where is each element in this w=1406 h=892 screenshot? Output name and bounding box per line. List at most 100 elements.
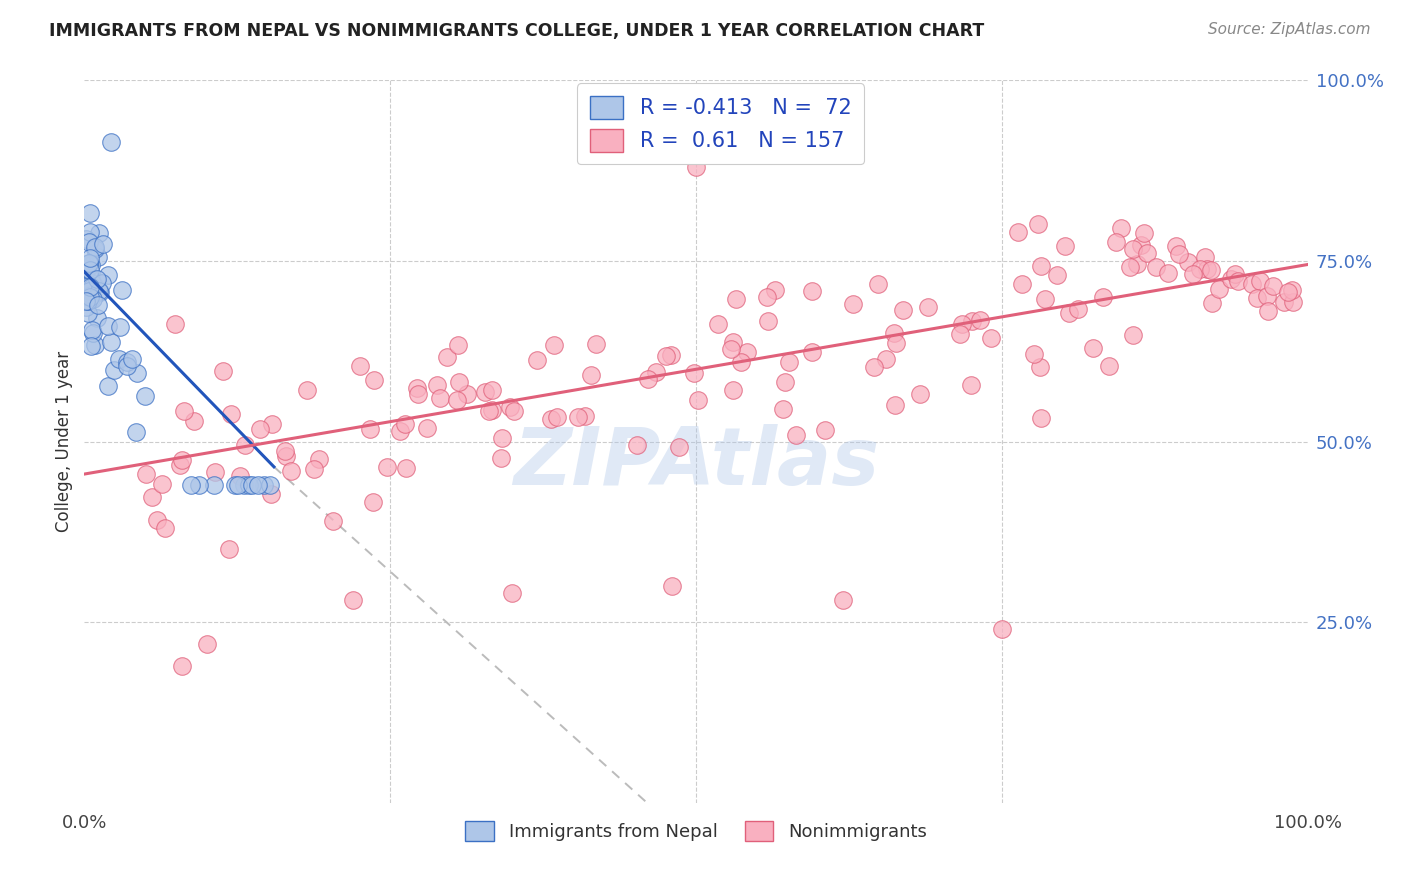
Point: [1144, 260, 1167, 275]
Point: [389, 424, 412, 438]
Point: [814, 423, 837, 437]
Point: [219, 408, 242, 422]
Point: [141, 490, 163, 504]
Point: [841, 297, 863, 311]
Point: [80, 280, 103, 294]
Point: [240, 478, 263, 492]
Point: [218, 541, 240, 556]
Point: [108, 319, 131, 334]
Point: [1029, 260, 1052, 274]
Point: [77, 284, 100, 298]
Point: [1053, 239, 1076, 253]
Text: ZIPAtlas: ZIPAtlas: [513, 425, 879, 502]
Point: [960, 314, 983, 328]
Point: [567, 410, 589, 425]
Point: [1257, 304, 1279, 318]
Point: [884, 336, 907, 351]
Point: [82, 323, 104, 337]
Point: [97, 268, 120, 283]
Point: [1007, 226, 1029, 240]
Point: [991, 623, 1014, 637]
Point: [79, 252, 101, 266]
Point: [491, 431, 513, 445]
Point: [1133, 226, 1156, 240]
Point: [1122, 242, 1144, 256]
Point: [212, 364, 235, 378]
Point: [960, 378, 983, 392]
Point: [342, 593, 364, 607]
Point: [202, 478, 225, 492]
Point: [502, 586, 524, 600]
Point: [1241, 277, 1264, 292]
Point: [1122, 327, 1144, 342]
Point: [1157, 266, 1180, 280]
Point: [125, 425, 148, 439]
Point: [447, 337, 470, 351]
Point: [76, 284, 98, 298]
Point: [86, 272, 108, 286]
Point: [77, 235, 100, 249]
Point: [233, 438, 256, 452]
Point: [180, 478, 202, 492]
Y-axis label: College, Under 1 year: College, Under 1 year: [55, 351, 73, 533]
Point: [359, 422, 381, 436]
Point: [1126, 257, 1149, 271]
Point: [481, 383, 503, 397]
Point: [721, 335, 744, 350]
Point: [891, 303, 914, 318]
Point: [585, 337, 607, 351]
Point: [980, 331, 1002, 345]
Point: [204, 465, 226, 479]
Point: [173, 404, 195, 418]
Point: [685, 160, 707, 174]
Point: [77, 281, 100, 295]
Point: [581, 368, 603, 383]
Point: [910, 387, 932, 401]
Point: [645, 364, 668, 378]
Point: [76, 262, 98, 277]
Point: [737, 345, 759, 359]
Point: [79, 225, 101, 239]
Point: [682, 366, 704, 380]
Point: [540, 411, 562, 425]
Point: [1111, 220, 1133, 235]
Point: [499, 401, 522, 415]
Point: [474, 384, 496, 399]
Point: [97, 379, 120, 393]
Point: [1197, 261, 1219, 276]
Point: [1035, 292, 1057, 306]
Text: IMMIGRANTS FROM NEPAL VS NONIMMIGRANTS COLLEGE, UNDER 1 YEAR CORRELATION CHART: IMMIGRANTS FROM NEPAL VS NONIMMIGRANTS C…: [49, 22, 984, 40]
Point: [86, 297, 108, 311]
Point: [408, 386, 430, 401]
Point: [75, 259, 97, 273]
Point: [260, 417, 283, 432]
Point: [1272, 294, 1295, 309]
Point: [720, 342, 742, 356]
Point: [756, 290, 779, 304]
Point: [543, 338, 565, 352]
Point: [1046, 268, 1069, 283]
Point: [91, 236, 114, 251]
Point: [172, 658, 194, 673]
Point: [86, 311, 108, 326]
Point: [773, 376, 796, 390]
Point: [429, 391, 451, 405]
Point: [1246, 291, 1268, 305]
Point: [1181, 267, 1204, 281]
Point: [706, 317, 728, 331]
Point: [526, 353, 548, 368]
Point: [723, 383, 745, 397]
Point: [349, 359, 371, 374]
Point: [1091, 290, 1114, 304]
Point: [546, 410, 568, 425]
Point: [80, 293, 103, 307]
Point: [1011, 277, 1033, 291]
Point: [82, 326, 104, 340]
Point: [637, 372, 659, 386]
Point: [100, 135, 122, 149]
Point: [195, 637, 218, 651]
Point: [77, 306, 100, 320]
Point: [426, 378, 449, 392]
Point: [103, 363, 125, 377]
Point: [478, 404, 501, 418]
